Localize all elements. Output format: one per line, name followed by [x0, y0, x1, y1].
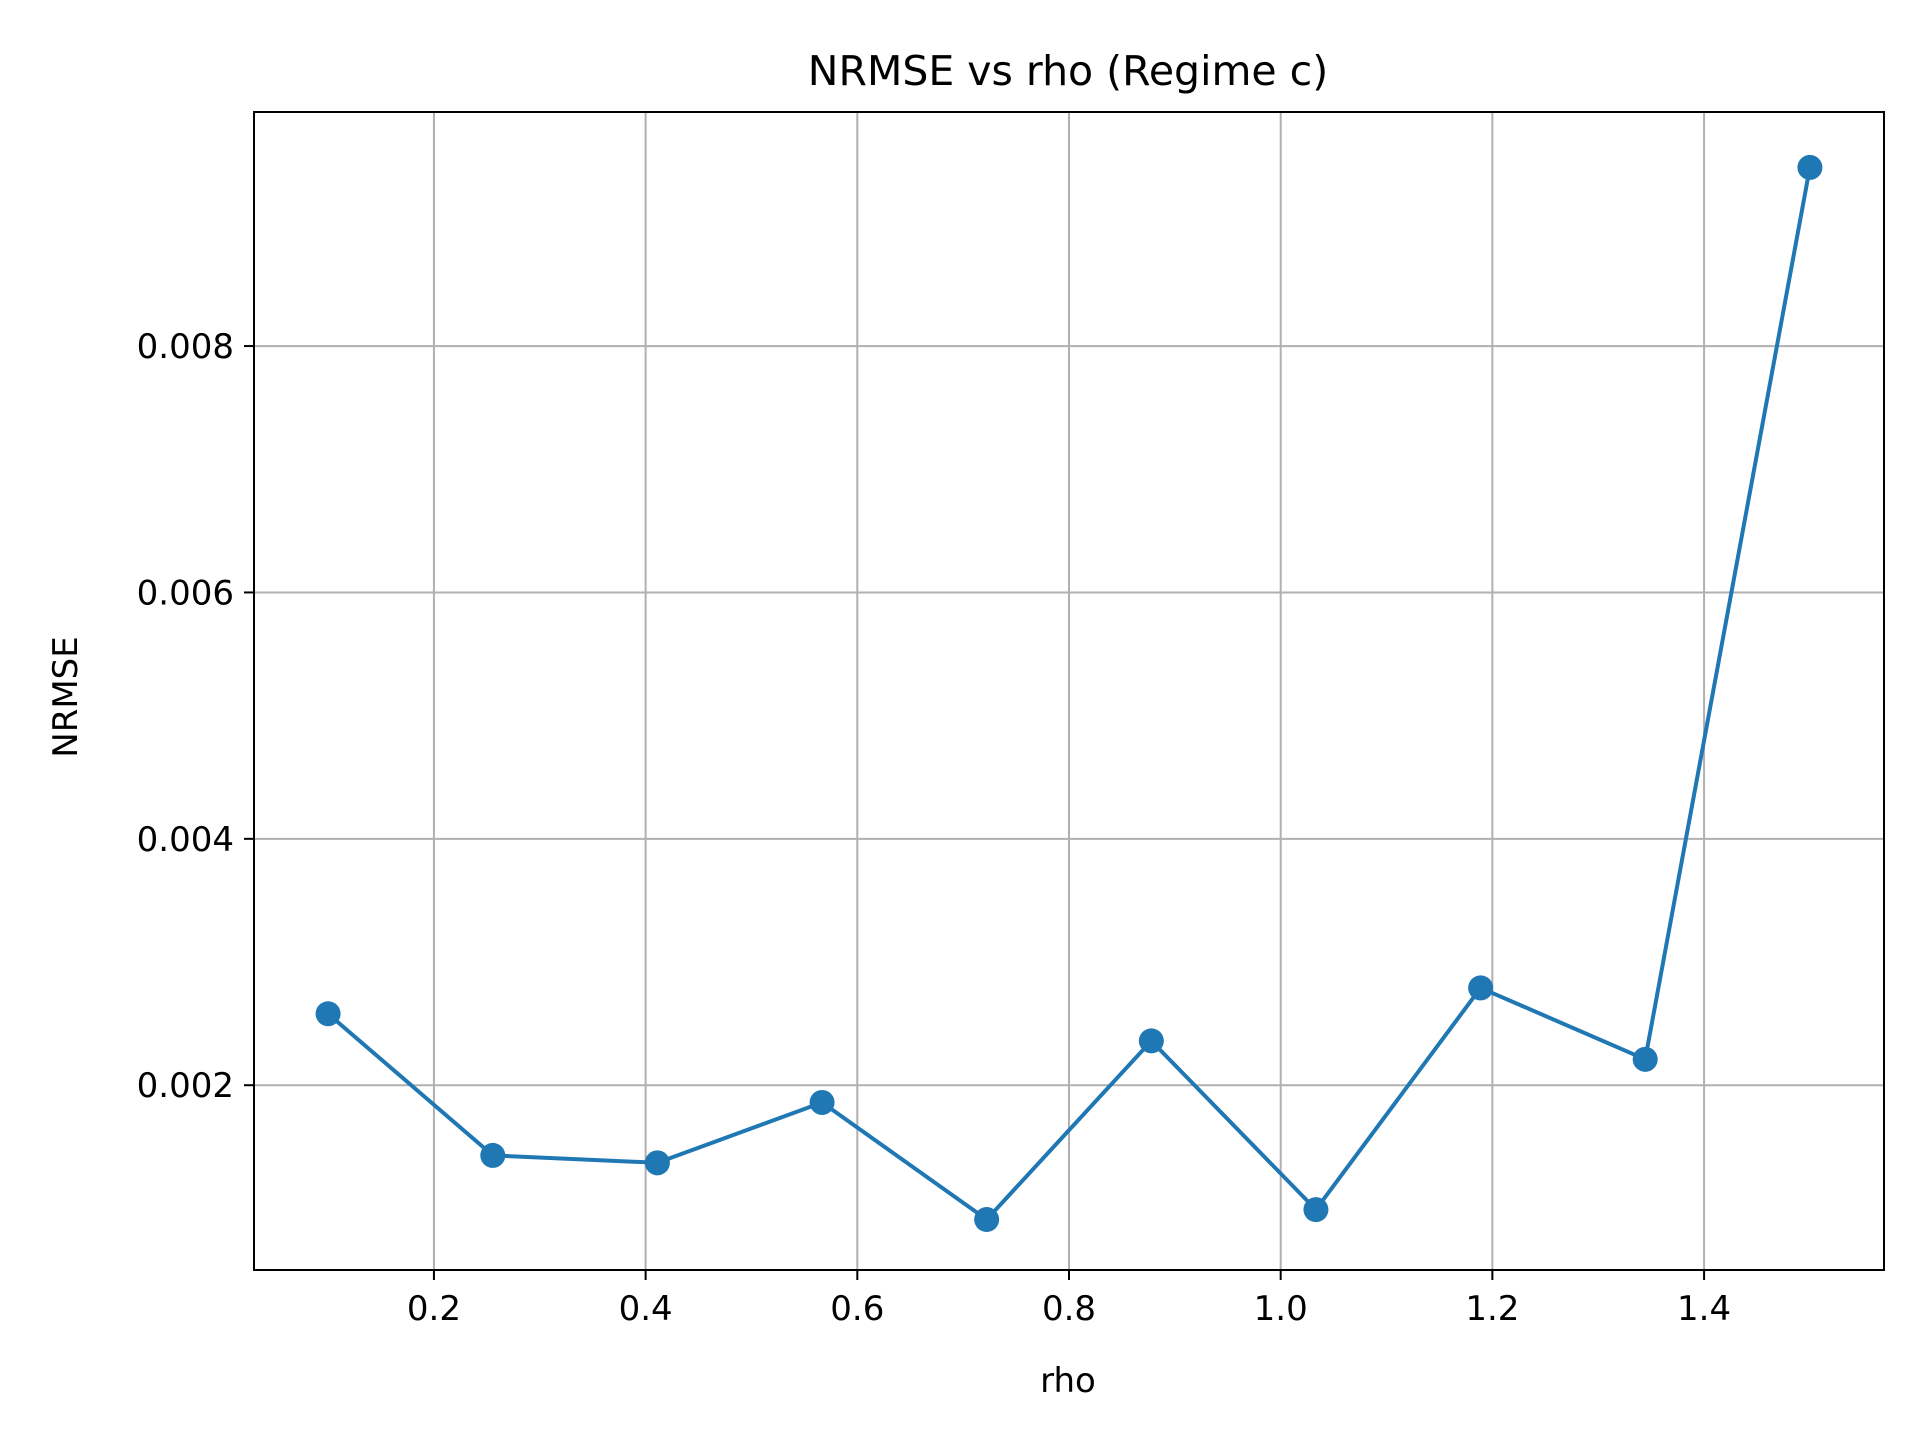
series-line	[326, 167, 1812, 1222]
data-point	[974, 1206, 1000, 1232]
data-point	[315, 1001, 341, 1027]
grid-lines	[254, 112, 1884, 1270]
y-tick-label: 0.004	[137, 820, 234, 860]
data-point	[1468, 975, 1494, 1001]
x-tick-label: 0.8	[1042, 1289, 1096, 1329]
chart-title: NRMSE vs rho (Regime c)	[808, 47, 1328, 95]
data-point	[1138, 1028, 1164, 1054]
x-tick-label: 0.4	[619, 1289, 673, 1329]
data-point	[480, 1142, 506, 1168]
y-tick-label: 0.008	[137, 327, 234, 367]
x-axis-ticks: 0.2 0.4 0.6 0.8 1.0 1.2 1.4	[407, 1270, 1731, 1329]
y-tick-label: 0.006	[137, 573, 234, 613]
x-tick-label: 1.4	[1677, 1289, 1731, 1329]
x-tick-label: 1.2	[1465, 1289, 1519, 1329]
x-tick-label: 0.2	[407, 1289, 461, 1329]
x-axis-label: rho	[1040, 1361, 1096, 1401]
data-point	[644, 1150, 670, 1176]
series-layer	[315, 154, 1823, 1232]
data-point	[809, 1089, 835, 1115]
y-axis-label: NRMSE	[46, 636, 86, 757]
x-tick-label: 0.6	[830, 1289, 884, 1329]
data-point	[1303, 1197, 1329, 1223]
y-axis-ticks: 0.002 0.004 0.006 0.008	[137, 327, 254, 1106]
y-tick-label: 0.002	[137, 1066, 234, 1106]
data-point	[1797, 154, 1823, 180]
x-tick-label: 1.0	[1254, 1289, 1308, 1329]
data-point	[1632, 1046, 1658, 1072]
